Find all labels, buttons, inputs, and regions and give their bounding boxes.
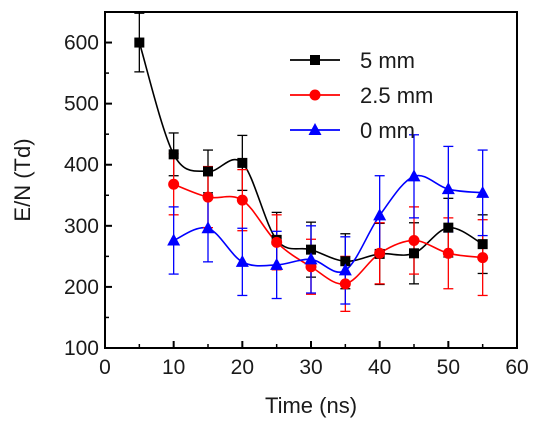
y-tick-label: 300 bbox=[64, 215, 99, 238]
data-point bbox=[339, 278, 351, 290]
x-tick-label: 60 bbox=[505, 356, 528, 379]
data-point bbox=[236, 194, 248, 206]
x-tick-label: 20 bbox=[231, 356, 254, 379]
data-point bbox=[271, 236, 283, 248]
x-tick-label: 50 bbox=[437, 356, 460, 379]
fitted-curves bbox=[138, 42, 484, 285]
data-markers bbox=[134, 37, 490, 290]
x-tick-label: 40 bbox=[368, 356, 391, 379]
x-tick-label: 10 bbox=[162, 356, 185, 379]
data-point bbox=[134, 37, 145, 48]
y-axis-title: E/N (Td) bbox=[10, 138, 35, 221]
data-point bbox=[442, 247, 454, 259]
data-point bbox=[477, 252, 489, 264]
data-point bbox=[374, 247, 386, 259]
y-tick-label: 200 bbox=[64, 276, 99, 299]
data-point bbox=[270, 257, 284, 270]
data-point bbox=[304, 252, 318, 265]
data-point bbox=[477, 239, 488, 250]
data-point bbox=[168, 149, 179, 160]
legend-marker bbox=[309, 89, 321, 101]
data-point bbox=[168, 178, 180, 190]
y-tick-label: 600 bbox=[64, 32, 99, 55]
data-point bbox=[373, 208, 387, 221]
legend-marker bbox=[310, 55, 320, 65]
data-point bbox=[235, 254, 249, 267]
y-tick-label: 100 bbox=[64, 337, 99, 360]
x-axis-title: Time (ns) bbox=[265, 393, 357, 418]
data-point bbox=[340, 256, 351, 267]
data-point bbox=[408, 234, 420, 246]
legend-entry: 5 mm bbox=[290, 48, 415, 73]
legend: 5 mm 2.5 mm 0 mm bbox=[290, 48, 433, 143]
series-line bbox=[173, 183, 483, 285]
y-tick-label: 400 bbox=[64, 154, 99, 177]
legend-label: 2.5 mm bbox=[360, 83, 433, 108]
data-point bbox=[167, 233, 181, 246]
data-point bbox=[409, 248, 419, 259]
data-point bbox=[443, 222, 454, 233]
data-point bbox=[441, 182, 455, 195]
legend-marker bbox=[308, 123, 322, 135]
x-tick-label: 30 bbox=[299, 356, 322, 379]
legend-entry: 2.5 mm bbox=[290, 83, 433, 108]
data-point bbox=[476, 185, 490, 198]
data-point bbox=[237, 157, 248, 168]
data-point bbox=[407, 169, 421, 182]
axes: 0 10 20 30 40 50 60 100 200 300 400 500 600 bbox=[64, 32, 529, 379]
x-tick-label: 0 bbox=[99, 356, 111, 379]
legend-label: 0 mm bbox=[360, 118, 415, 143]
legend-label: 5 mm bbox=[360, 48, 415, 73]
series-line bbox=[173, 174, 483, 273]
data-point bbox=[306, 244, 316, 255]
data-point bbox=[338, 263, 352, 276]
series-line bbox=[138, 42, 484, 263]
y-tick-label: 500 bbox=[64, 93, 99, 116]
data-point bbox=[202, 191, 214, 203]
legend-entry: 0 mm bbox=[290, 118, 415, 143]
data-point bbox=[201, 221, 215, 234]
data-point bbox=[203, 166, 213, 177]
